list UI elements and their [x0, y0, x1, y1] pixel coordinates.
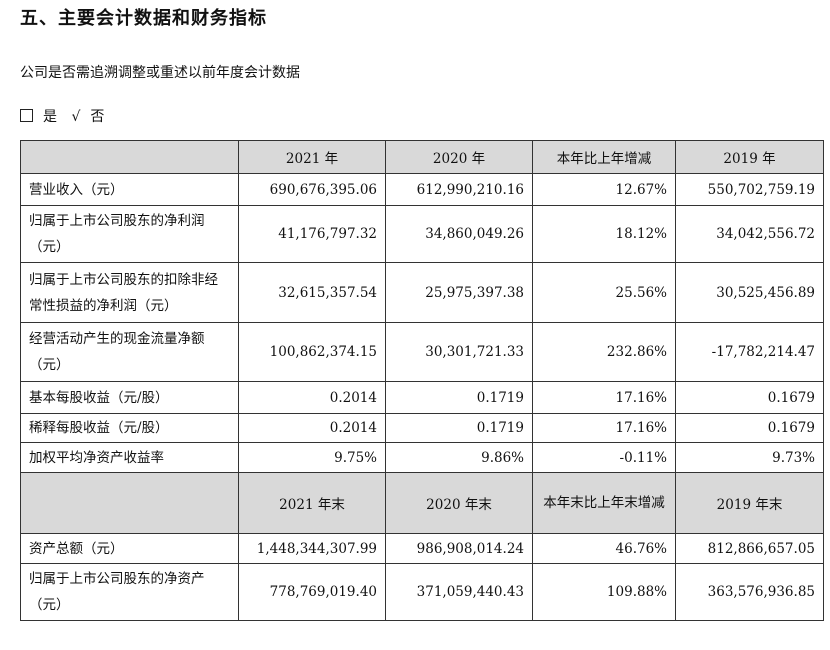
table-row: 基本每股收益（元/股） 0.2014 0.1719 17.16% 0.1679	[20, 381, 824, 414]
restatement-choice: 是 √ 否	[20, 106, 114, 126]
value-cell: 18.12%	[532, 205, 676, 263]
value-cell: 0.2014	[238, 413, 386, 443]
value-cell: 25.56%	[532, 262, 676, 323]
value-cell: 12.67%	[532, 173, 676, 206]
value-cell: 0.1679	[675, 413, 824, 443]
table-header-row: 2021 年末 2020 年末 本年末比上年末增减 2019 年末	[20, 472, 824, 534]
row-label: 经营活动产生的现金流量净额（元）	[20, 322, 239, 382]
value-cell: 986,908,014.24	[385, 533, 533, 564]
table-row: 经营活动产生的现金流量净额（元） 100,862,374.15 30,301,7…	[20, 322, 824, 382]
value-cell: 41,176,797.32	[238, 205, 386, 263]
row-label: 归属于上市公司股东的扣除非经常性损益的净利润（元）	[20, 262, 239, 323]
value-cell: 9.73%	[675, 442, 824, 473]
value-cell: 46.76%	[532, 533, 676, 564]
value-cell: 690,676,395.06	[238, 173, 386, 206]
value-cell: 812,866,657.05	[675, 533, 824, 564]
value-cell: 9.86%	[385, 442, 533, 473]
table-row: 归属于上市公司股东的扣除非经常性损益的净利润（元） 32,615,357.54 …	[20, 262, 824, 323]
value-cell: 109.88%	[532, 563, 676, 621]
header-cell: 2020 年	[385, 140, 533, 174]
table-row: 归属于上市公司股东的净利润（元） 41,176,797.32 34,860,04…	[20, 205, 824, 263]
header-cell: 2019 年	[675, 140, 824, 174]
table-row: 加权平均净资产收益率 9.75% 9.86% -0.11% 9.73%	[20, 442, 824, 473]
value-cell: 9.75%	[238, 442, 386, 473]
value-cell: 612,990,210.16	[385, 173, 533, 206]
row-label: 归属于上市公司股东的净利润（元）	[20, 205, 239, 263]
value-cell: 100,862,374.15	[238, 322, 386, 382]
value-cell: 1,448,344,307.99	[238, 533, 386, 564]
value-cell: 30,525,456.89	[675, 262, 824, 323]
value-cell: -0.11%	[532, 442, 676, 473]
row-label: 加权平均净资产收益率	[20, 442, 239, 473]
header-cell: 2020 年末	[385, 472, 533, 534]
value-cell: -17,782,214.47	[675, 322, 824, 382]
row-label: 基本每股收益（元/股）	[20, 381, 239, 414]
value-cell: 363,576,936.85	[675, 563, 824, 621]
value-cell: 17.16%	[532, 413, 676, 443]
table-row: 资产总额（元） 1,448,344,307.99 986,908,014.24 …	[20, 533, 824, 564]
restatement-question: 公司是否需追溯调整或重述以前年度会计数据	[20, 65, 300, 81]
row-label: 营业收入（元）	[20, 173, 239, 206]
value-cell: 0.1719	[385, 413, 533, 443]
unchecked-box-icon[interactable]	[20, 109, 33, 122]
header-cell: 2019 年末	[675, 472, 824, 534]
row-label: 资产总额（元）	[20, 533, 239, 564]
value-cell: 371,059,440.43	[385, 563, 533, 621]
row-label: 稀释每股收益（元/股）	[20, 413, 239, 443]
row-label: 归属于上市公司股东的净资产（元）	[20, 563, 239, 621]
value-cell: 778,769,019.40	[238, 563, 386, 621]
header-blank-cell	[20, 140, 239, 174]
table-row: 归属于上市公司股东的净资产（元） 778,769,019.40 371,059,…	[20, 563, 824, 621]
financial-indicators-table: 2021 年 2020 年 本年比上年增减 2019 年 营业收入（元） 690…	[20, 140, 824, 621]
value-cell: 550,702,759.19	[675, 173, 824, 206]
value-cell: 25,975,397.38	[385, 262, 533, 323]
yes-label: 是	[43, 109, 57, 125]
header-cell: 2021 年	[238, 140, 386, 174]
table-header-row: 2021 年 2020 年 本年比上年增减 2019 年	[20, 140, 824, 174]
header-blank-cell	[20, 472, 239, 534]
value-cell: 0.1679	[675, 381, 824, 414]
check-mark-icon: √	[71, 109, 81, 125]
header-cell: 2021 年末	[238, 472, 386, 534]
value-cell: 32,615,357.54	[238, 262, 386, 323]
header-cell: 本年比上年增减	[532, 140, 676, 174]
no-label: 否	[90, 109, 105, 125]
value-cell: 0.1719	[385, 381, 533, 414]
table-row: 稀释每股收益（元/股） 0.2014 0.1719 17.16% 0.1679	[20, 413, 824, 443]
section-title: 五、主要会计数据和财务指标	[20, 8, 267, 29]
value-cell: 34,860,049.26	[385, 205, 533, 263]
value-cell: 0.2014	[238, 381, 386, 414]
value-cell: 30,301,721.33	[385, 322, 533, 382]
value-cell: 34,042,556.72	[675, 205, 824, 263]
header-cell: 本年末比上年末增减	[532, 472, 676, 534]
value-cell: 17.16%	[532, 381, 676, 414]
value-cell: 232.86%	[532, 322, 676, 382]
table-row: 营业收入（元） 690,676,395.06 612,990,210.16 12…	[20, 173, 824, 206]
